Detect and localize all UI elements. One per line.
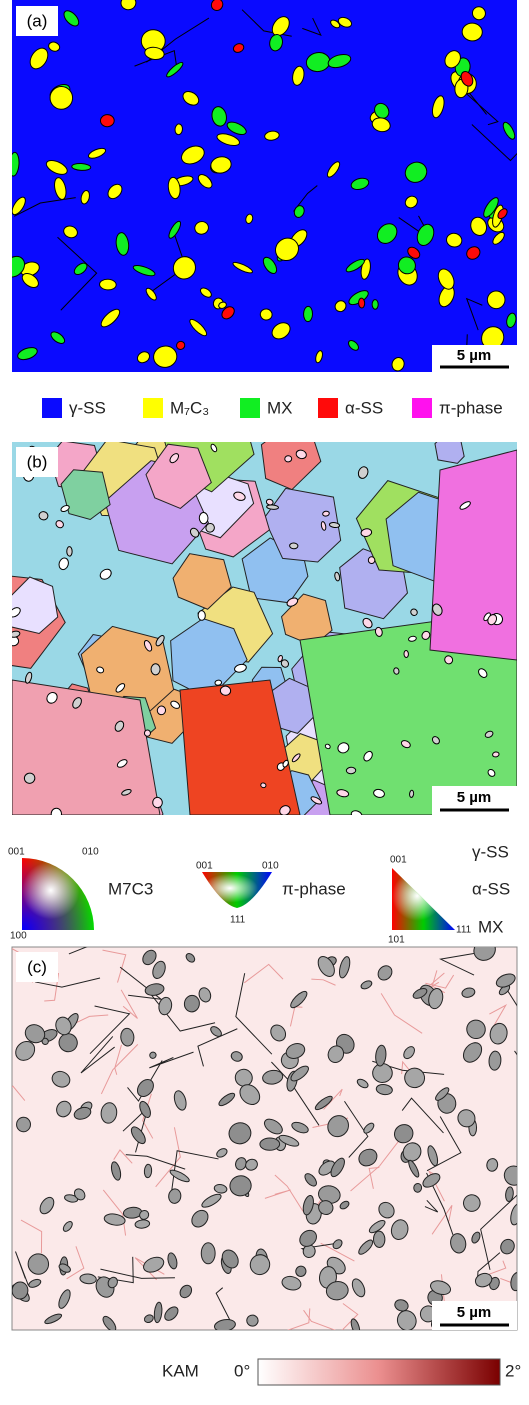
legend-label: γ-SS (69, 398, 106, 417)
particle (144, 730, 150, 737)
ipf-key-name: π-phase (282, 879, 346, 898)
particle (198, 610, 206, 620)
scale-bar-label: 5 µm (457, 1304, 492, 1321)
particle (201, 1243, 215, 1264)
particle (409, 790, 414, 798)
legend-swatch (240, 398, 260, 418)
particle (199, 512, 208, 524)
panel-label: (a) (27, 11, 48, 30)
legend-label: α-SS (345, 398, 383, 417)
grain (2, 577, 57, 633)
particle (372, 300, 378, 310)
ipf-key-shade (392, 868, 455, 930)
particle (346, 767, 356, 774)
ipf-key-shade (22, 858, 94, 930)
grain (12, 680, 160, 815)
particle (404, 650, 409, 657)
particle (144, 1164, 152, 1178)
particle (303, 306, 312, 321)
particle (322, 511, 329, 517)
particle (51, 808, 62, 819)
particle (260, 1138, 280, 1151)
scale-bar-label: 5 µm (457, 789, 492, 806)
kam-title: KAM (162, 1361, 199, 1380)
ipf-key-phase: γ-SS (472, 842, 509, 861)
particle (358, 298, 365, 308)
particle (373, 1231, 385, 1248)
particle (67, 547, 72, 557)
ipf-corner: 001 (390, 855, 407, 866)
legend-swatch (42, 398, 62, 418)
ipf-key-name: M7C3 (108, 879, 153, 898)
ipf-key-shade (202, 872, 272, 908)
ipf-corner: 101 (388, 935, 405, 946)
particle (462, 23, 483, 42)
panel-label: (b) (27, 452, 48, 471)
kam-colorbar (258, 1359, 500, 1385)
particle (220, 686, 231, 696)
grain (430, 450, 517, 660)
legend-label: M₇C₃ (170, 398, 209, 417)
kam-min: 0° (234, 1361, 250, 1380)
legend-label: π-phase (439, 398, 503, 417)
particle (215, 680, 222, 686)
ipf-corner: 010 (82, 847, 99, 858)
figure: (a) 5 µm γ-SSM₇C₃MXα-SSπ-phase (b) 5 µm … (0, 0, 529, 1405)
ipf-corner: 100 (10, 931, 27, 942)
particle (284, 455, 292, 462)
legend-swatch (318, 398, 338, 418)
particle (151, 664, 160, 675)
ipf-key-phase: α-SS (472, 879, 510, 898)
ipf-corner: 001 (196, 861, 213, 872)
particle (368, 557, 375, 564)
particle (152, 797, 163, 808)
panel-label: (c) (27, 957, 47, 976)
ipf-corner: 111 (230, 915, 246, 926)
legend-swatch (143, 398, 163, 418)
ipf-corner: 001 (8, 847, 25, 858)
grain (435, 434, 464, 463)
legend-label: MX (267, 398, 293, 417)
particle (100, 114, 114, 127)
particle (266, 504, 278, 509)
ipf-corner: 010 (262, 861, 279, 872)
particle (289, 543, 298, 549)
kam-max: 2° (505, 1361, 521, 1380)
legend-swatch (412, 398, 432, 418)
phase-legend: γ-SS M₇C₃ MX α-SS π-phase (42, 398, 503, 418)
particle (99, 279, 116, 290)
scale-bar-label: 5 µm (457, 347, 492, 364)
particle (413, 1183, 422, 1193)
particle (16, 1117, 30, 1132)
particle (50, 86, 73, 110)
ipf-key-phase: MX (478, 917, 504, 936)
ipf-corner: 111 (456, 925, 472, 936)
